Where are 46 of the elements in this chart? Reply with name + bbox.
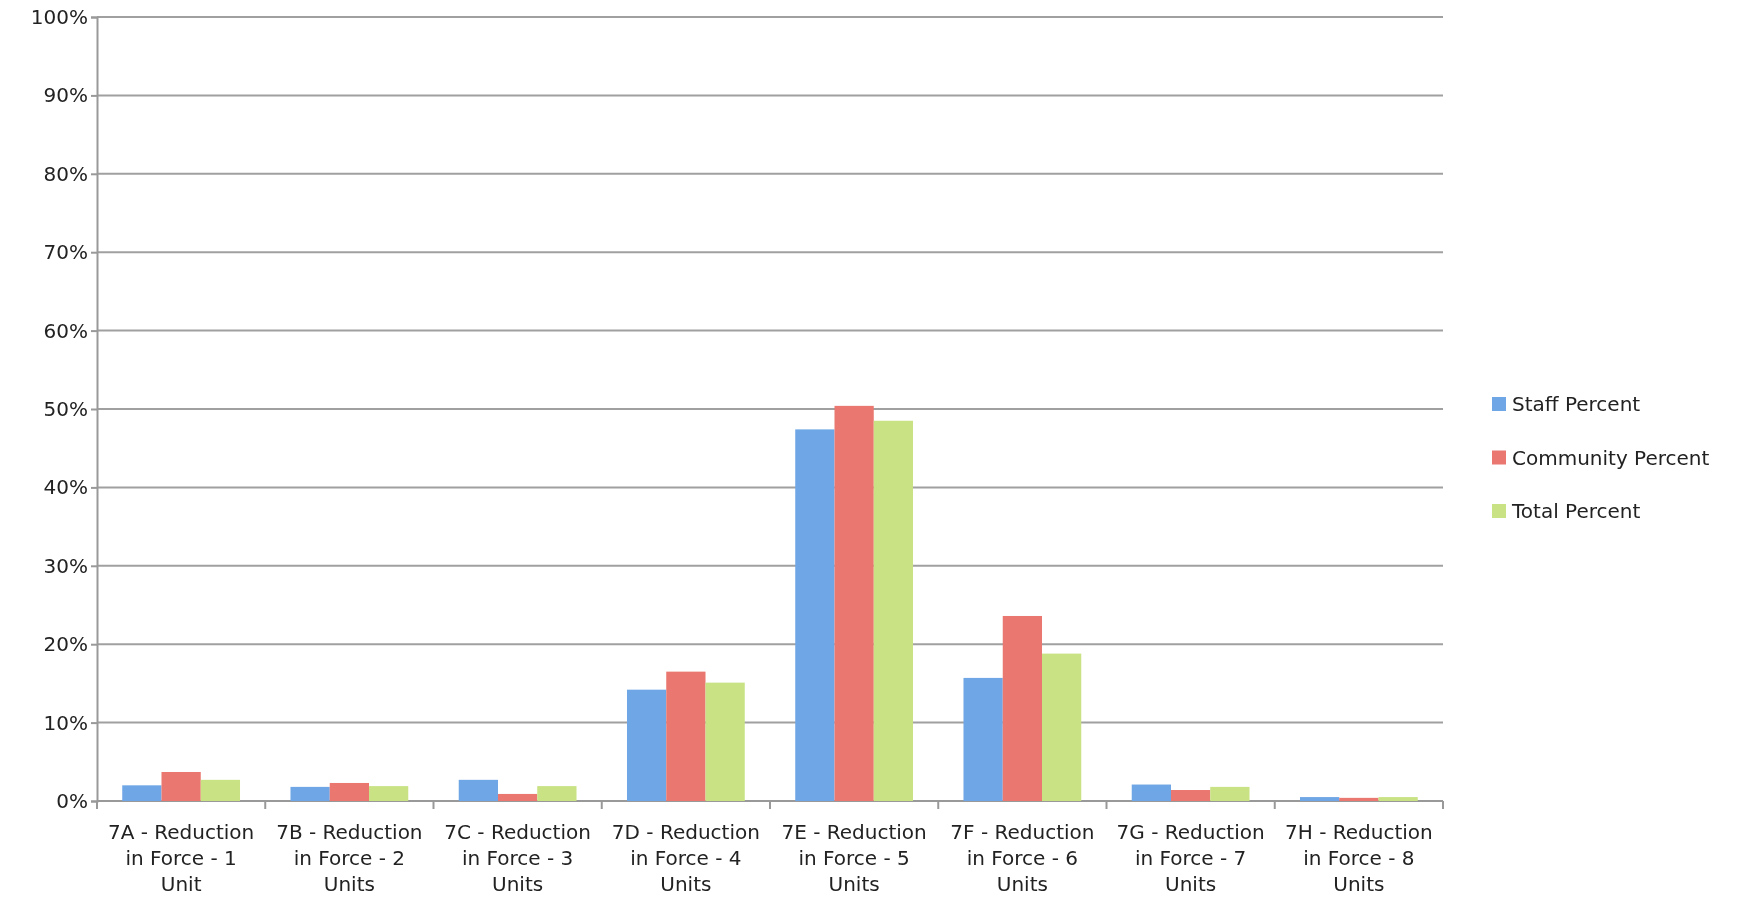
y-tick-label: 60% — [43, 318, 88, 343]
bar — [1210, 786, 1250, 801]
bar — [161, 771, 201, 801]
bar — [1002, 615, 1043, 801]
y-tick-label: 100% — [30, 4, 88, 29]
bar — [1339, 797, 1379, 801]
x-tick-label: 7A - Reduction in Force - 1 Unit — [107, 820, 255, 896]
legend-label: Total Percent — [1511, 499, 1641, 523]
x-tick-label: 7D - Reduction in Force - 4 Units — [611, 820, 760, 896]
y-tick-label: 80% — [43, 161, 88, 186]
y-tick-label: 0% — [56, 788, 88, 813]
bar — [458, 779, 498, 801]
bar — [834, 405, 874, 801]
bar — [290, 786, 330, 801]
y-tick-label: 40% — [43, 475, 88, 500]
y-tick-label: 10% — [43, 710, 88, 735]
y-tick-label: 20% — [43, 632, 88, 657]
x-tick-label: 7C - Reduction in Force - 3 Units — [444, 820, 591, 896]
x-tick-label: 7H - Reduction in Force - 8 Units — [1285, 820, 1433, 896]
bar — [498, 793, 538, 801]
bar — [626, 689, 667, 801]
bar — [329, 782, 369, 801]
y-tick-label: 70% — [43, 240, 88, 265]
bar — [795, 429, 835, 801]
y-tick-label: 50% — [43, 396, 88, 421]
bar — [666, 671, 706, 801]
bar — [369, 786, 409, 801]
bar — [122, 785, 162, 801]
x-tick-label: 7E - Reduction in Force - 5 Units — [781, 820, 927, 896]
bar — [963, 677, 1003, 801]
bar — [705, 682, 745, 801]
bar — [1131, 784, 1171, 801]
y-tick-label: 30% — [43, 553, 88, 578]
bar — [873, 420, 914, 801]
legend-label: Staff Percent — [1512, 392, 1641, 416]
y-tick-label: 90% — [43, 83, 88, 108]
bar — [200, 779, 241, 801]
bar — [1378, 797, 1418, 801]
legend-label: Community Percent — [1512, 445, 1710, 470]
x-tick-label: 7G - Reduction in Force - 7 Units — [1116, 820, 1265, 896]
bar — [1171, 790, 1211, 801]
bar — [1042, 653, 1082, 801]
x-tick-label: 7F - Reduction in Force - 6 Units — [950, 820, 1095, 896]
bar — [1299, 797, 1340, 801]
bar — [537, 786, 577, 801]
x-tick-label: 7B - Reduction in Force - 2 Units — [276, 820, 423, 896]
